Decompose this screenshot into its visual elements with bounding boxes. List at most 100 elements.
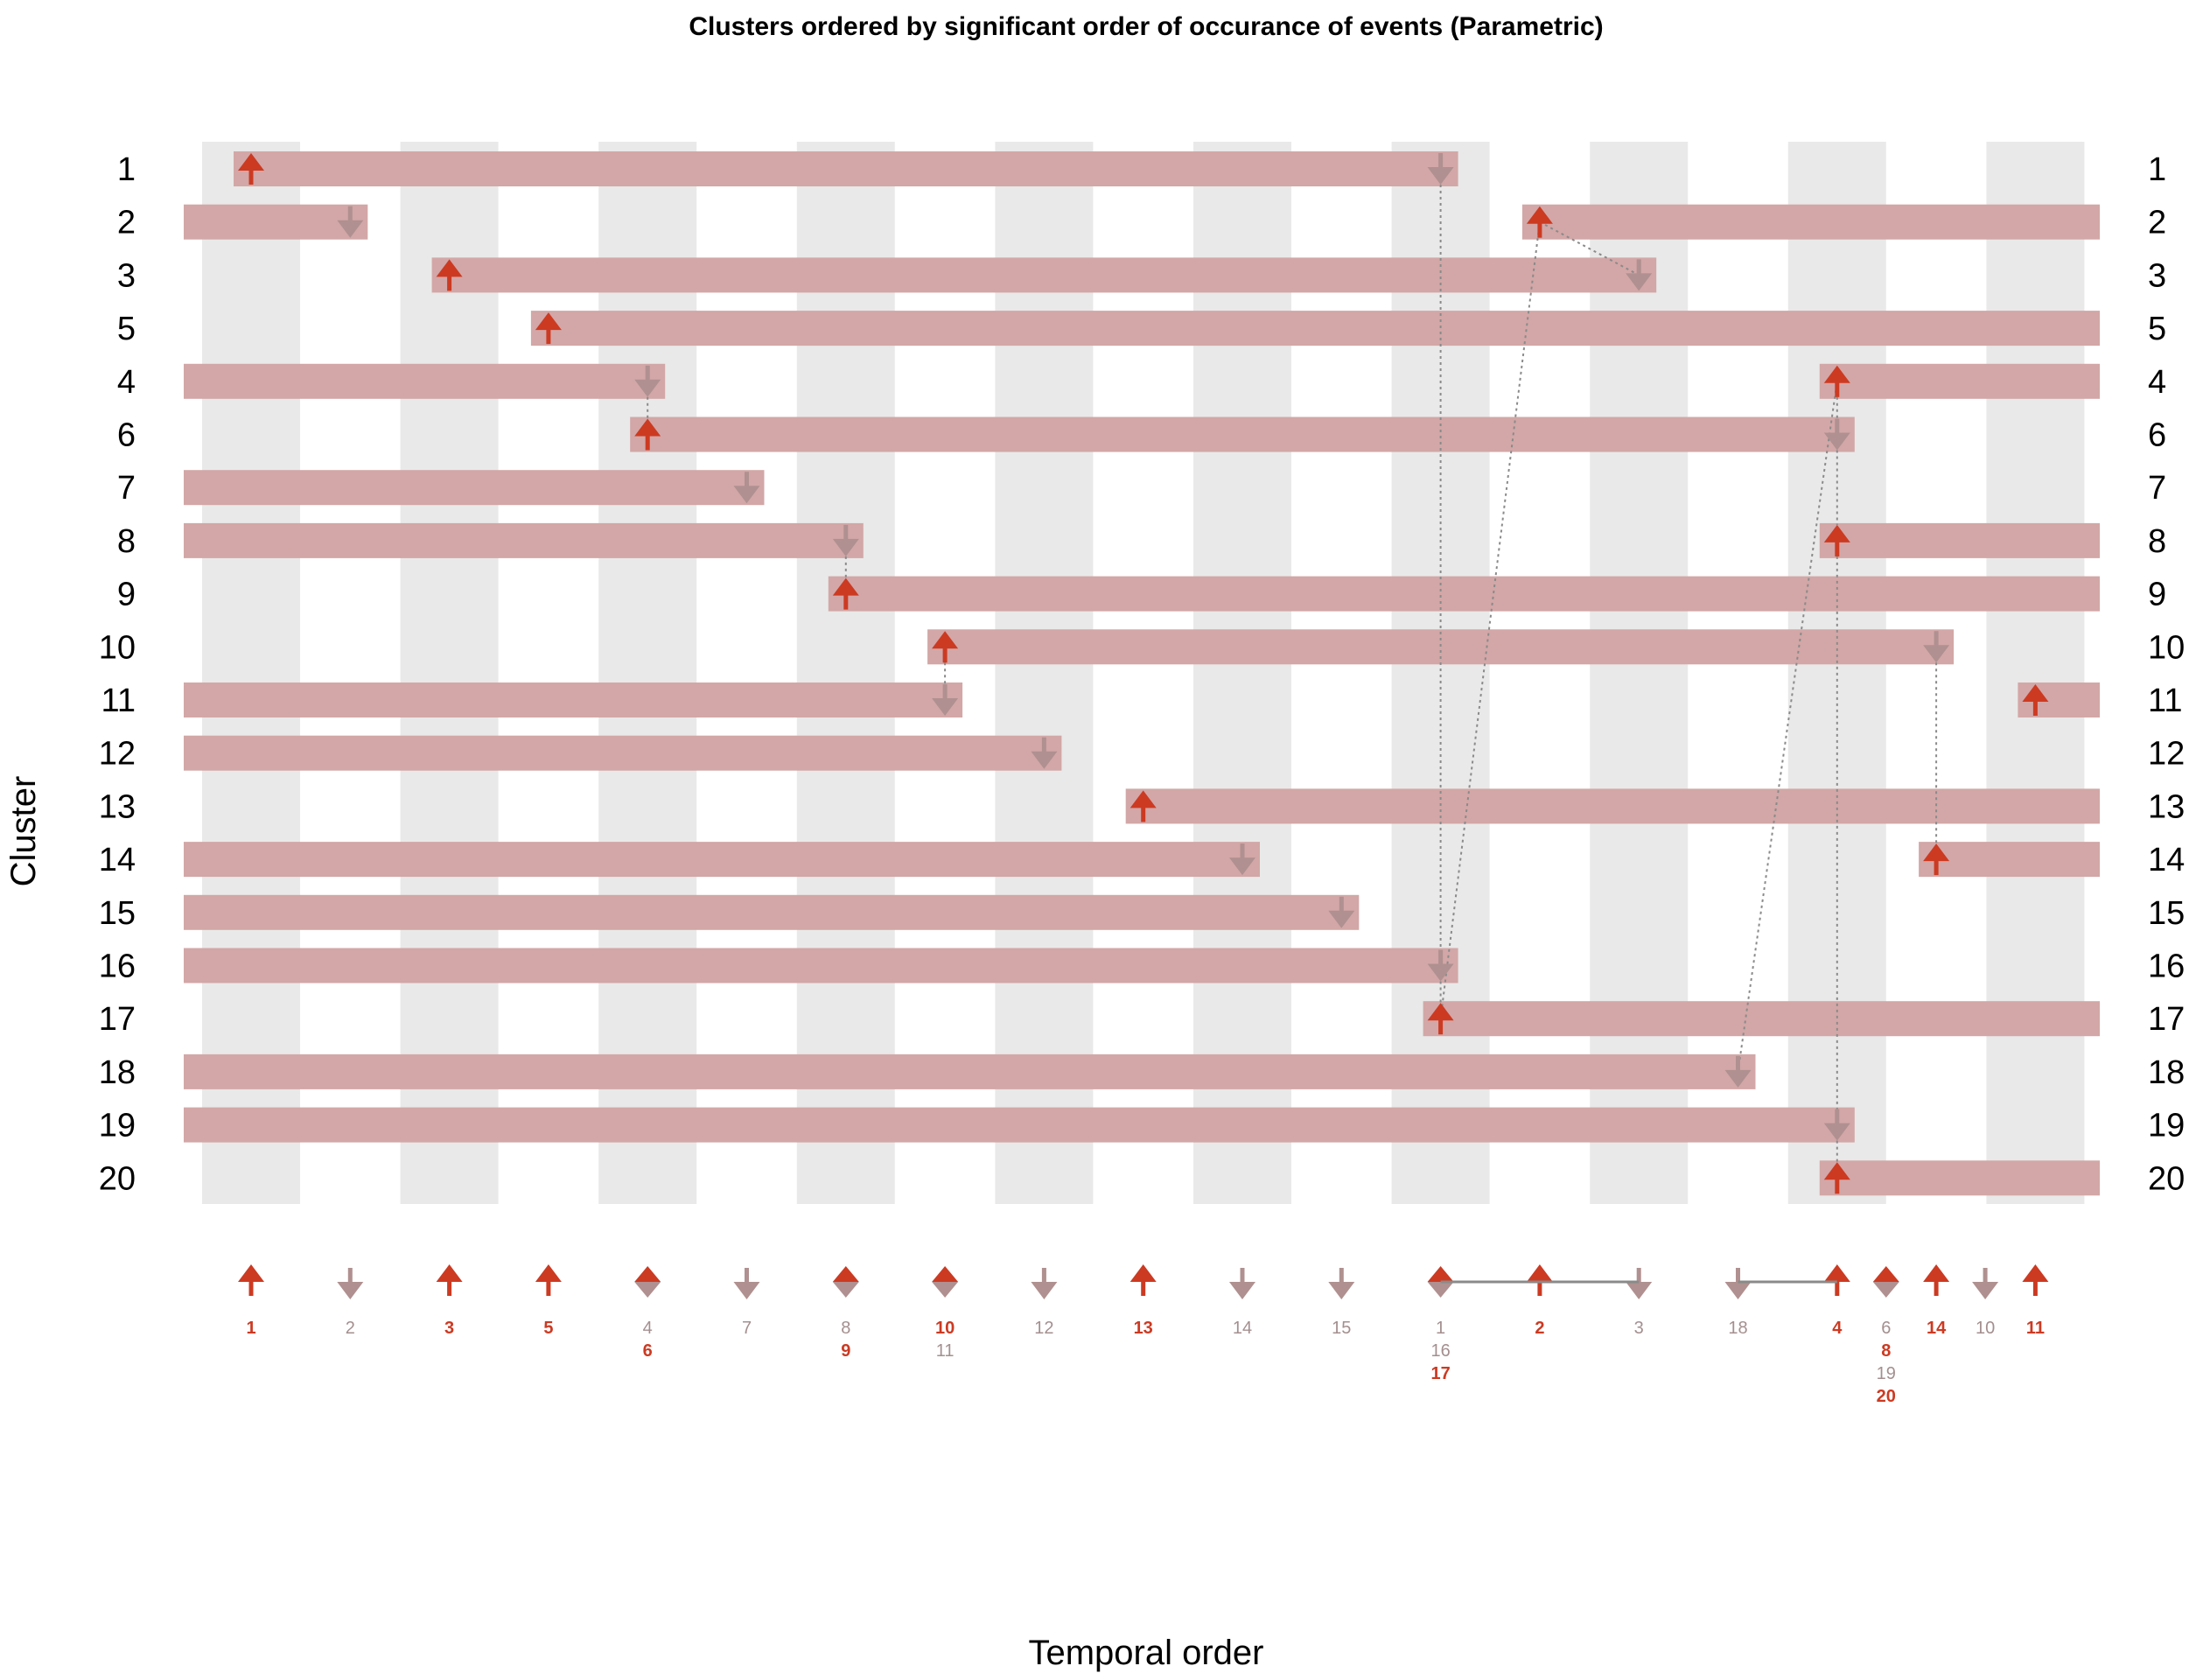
bottom-up-arrow: [1823, 1264, 1850, 1296]
bottom-event-label: 12: [1034, 1319, 1053, 1338]
bar-cluster-8-pre: [184, 522, 864, 558]
event-markers: [238, 153, 2049, 1194]
down-arrow-stem: [347, 1268, 353, 1284]
down-marker-cluster-18: [1724, 1055, 1752, 1088]
up-arrow-stem: [1835, 1280, 1840, 1296]
up-marker-cluster-4: [1823, 365, 1850, 397]
up-arrow-head: [1526, 1264, 1553, 1282]
bar-cluster-5: [530, 311, 2100, 346]
bottom-event-label: 3: [444, 1319, 454, 1338]
bottom-event-label: 5: [543, 1319, 553, 1338]
up-arrow-head: [634, 418, 661, 437]
down-arrow-head: [1923, 645, 1950, 663]
up-arrow-head: [1823, 1162, 1850, 1180]
x-axis-label: Temporal order: [1028, 1634, 1263, 1672]
up-marker-cluster-9: [832, 578, 859, 610]
bar-cluster-14-pre: [184, 842, 1260, 878]
bar-cluster-8: [1819, 522, 2100, 558]
down-arrow-head: [1626, 1282, 1653, 1299]
row-label-right: 8: [2148, 523, 2166, 560]
bottom-up-arrow: [1923, 1264, 1950, 1296]
bottom-down-arrow: [1229, 1268, 1255, 1299]
bar-cluster-13: [1125, 788, 2100, 824]
stripe-3: [400, 142, 499, 1204]
row-label-left: 13: [99, 788, 136, 825]
up-marker-cluster-13: [1129, 790, 1157, 822]
down-arrow-stem: [745, 1268, 749, 1284]
down-arrow-head: [634, 379, 661, 397]
bottom-event-label: 1: [246, 1319, 255, 1338]
bottom-event-label: 3: [1634, 1319, 1644, 1338]
up-arrow-head: [932, 631, 959, 649]
row-label-left: 2: [117, 205, 136, 242]
row-label-right: 16: [2148, 948, 2185, 985]
down-arrow-head: [832, 538, 859, 556]
up-arrow-stem: [546, 328, 551, 345]
stripe-19: [1986, 142, 2085, 1204]
up-arrow-stem: [447, 1280, 452, 1296]
row-label-right: 13: [2148, 788, 2185, 825]
bar-cluster-4-pre: [184, 363, 666, 399]
bottom-down-arrow: [832, 1282, 859, 1298]
down-arrow-stem: [1736, 1268, 1740, 1284]
row-label-right: 14: [2148, 842, 2185, 878]
bar-cluster-17: [1423, 1001, 2100, 1037]
bottom-event-label: 14: [1927, 1319, 1947, 1338]
up-arrow-head: [436, 259, 463, 277]
bottom-event-label: 8: [1881, 1341, 1891, 1361]
row-label-right: 4: [2148, 364, 2166, 401]
bottom-event-group: 46: [634, 1266, 661, 1361]
bottom-event-group: 3: [436, 1264, 463, 1338]
row-label-left: 9: [117, 577, 136, 613]
row-label-left: 12: [99, 736, 136, 773]
up-arrow-stem: [1835, 381, 1840, 397]
up-arrow-head: [1823, 1264, 1850, 1282]
row-label-right: 1: [2148, 151, 2166, 188]
bottom-up-arrow: [436, 1264, 463, 1296]
connector-diag: [1539, 220, 1640, 276]
stripe-5: [598, 142, 697, 1204]
stripe-11: [1193, 142, 1291, 1204]
bottom-down-arrow: [1031, 1268, 1058, 1299]
down-arrow-stem: [1983, 1268, 1988, 1284]
down-arrow-stem: [1636, 1268, 1641, 1284]
bottom-up-arrow: [1526, 1264, 1553, 1296]
row-label-right: 20: [2148, 1160, 2185, 1197]
down-arrow-head: [1229, 1282, 1255, 1299]
row-label-right: 3: [2148, 257, 2166, 294]
row-label-right: 19: [2148, 1108, 2185, 1144]
bottom-event-label: 4: [1832, 1319, 1843, 1338]
row-label-left: 3: [117, 257, 136, 294]
bottom-up-arrow: [932, 1266, 959, 1282]
down-arrow-stem: [843, 524, 849, 541]
bar-cluster-15-pre: [184, 894, 1360, 930]
up-marker-cluster-10: [932, 631, 959, 663]
up-arrow-stem: [1141, 1280, 1146, 1296]
up-marker-cluster-3: [436, 259, 463, 291]
bottom-up-arrow: [832, 1266, 859, 1282]
bottom-event-label: 18: [1728, 1319, 1747, 1338]
bottom-event-group: 2: [337, 1268, 364, 1338]
bottom-event-group: 15: [1328, 1268, 1355, 1338]
down-arrow-head: [1031, 1282, 1058, 1299]
bar-cluster-2: [1521, 204, 2100, 240]
y-axis-label: Cluster: [4, 776, 43, 887]
bottom-event-group: 7: [733, 1268, 760, 1338]
bottom-down-arrow: [932, 1282, 959, 1298]
bar-cluster-11-pre: [184, 682, 963, 718]
up-arrow-head: [1129, 1264, 1157, 1282]
row-label-left: 19: [99, 1108, 136, 1144]
down-arrow-stem: [1636, 259, 1641, 276]
bottom-event-group: 5: [535, 1264, 562, 1338]
up-arrow-head: [2022, 1264, 2049, 1282]
up-marker-cluster-6: [634, 418, 661, 451]
up-marker-cluster-14: [1923, 844, 1950, 876]
up-arrow-head: [2022, 684, 2049, 702]
down-arrow-head: [1626, 273, 1653, 291]
bottom-event-label: 17: [1430, 1364, 1450, 1383]
up-arrow-stem: [942, 647, 948, 663]
down-arrow-head: [733, 1282, 760, 1299]
row-label-left: 5: [117, 311, 136, 347]
